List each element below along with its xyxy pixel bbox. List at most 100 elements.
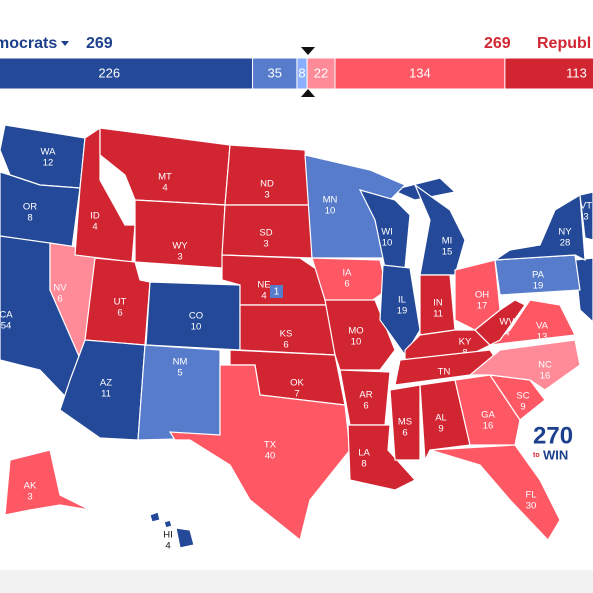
state-votes: 19 [397, 306, 408, 317]
state-votes: 9 [520, 402, 525, 413]
state[interactable]: NM5 [137, 344, 221, 441]
state-votes: 16 [540, 371, 551, 382]
footer-band [0, 570, 593, 593]
state[interactable]: ND3 [224, 144, 311, 206]
state-shape [4, 449, 91, 516]
state[interactable]: MT4 [99, 127, 231, 206]
state-votes: 3 [264, 190, 269, 201]
state-abbr: ID [90, 211, 100, 222]
state-shape [149, 511, 195, 549]
state-abbr: PA [532, 270, 545, 281]
bar-segment[interactable] [306, 57, 336, 90]
dem-label[interactable]: mocrats [0, 35, 57, 52]
ne-district-votes: 1 [274, 287, 280, 298]
state[interactable]: KS6 [239, 304, 336, 356]
logo-win: WIN [543, 447, 568, 462]
bar-segment-label: 35 [268, 65, 282, 80]
state[interactable]: LA8 [347, 424, 416, 491]
state[interactable]: AL9 [419, 379, 471, 463]
state-abbr: VT [580, 201, 592, 212]
state-shape [579, 191, 593, 241]
state-abbr: ND [260, 179, 274, 190]
state-votes: 6 [363, 401, 368, 412]
bar-segment-label: 8 [298, 65, 305, 80]
state[interactable]: VT3 [579, 191, 593, 241]
state-votes: 4 [504, 328, 509, 339]
state-abbr: AK [24, 481, 37, 492]
state-abbr: IA [343, 268, 353, 279]
bar-segment[interactable] [0, 57, 254, 90]
state[interactable]: WV4 [474, 299, 526, 346]
state-abbr: TX [264, 440, 277, 451]
state[interactable]: WY3 [134, 199, 226, 269]
midline-marker-top [301, 47, 315, 55]
state-abbr: IN [433, 298, 443, 309]
state-abbr: MS [398, 417, 412, 428]
upper-peninsula [390, 177, 457, 201]
state-votes: 6 [402, 428, 407, 439]
state-abbr: HI [163, 530, 173, 541]
state-shape [389, 384, 421, 461]
state-shape [474, 299, 526, 346]
state-abbr: AR [359, 390, 372, 401]
state-shape [468, 339, 581, 391]
state-votes: 3 [583, 212, 588, 223]
state[interactable]: HI4 [149, 511, 195, 552]
state-votes: 6 [344, 279, 349, 290]
state-abbr: LA [358, 448, 370, 459]
dropdown-caret[interactable] [61, 41, 69, 46]
state[interactable]: IA6 [311, 257, 388, 303]
state-votes: 10 [382, 238, 393, 249]
header: mocrats 269 269 Republ [0, 35, 591, 52]
state-shape [347, 424, 416, 491]
state-votes: 4 [165, 541, 170, 552]
logo: 270 to WIN [533, 422, 573, 462]
northeast-states [574, 257, 593, 323]
midline-marker-bottom [301, 89, 315, 97]
state-abbr: TN [438, 367, 451, 378]
state-votes: 12 [43, 158, 54, 169]
state-shape [419, 379, 471, 463]
state[interactable]: SD3 [221, 204, 313, 259]
rep-label[interactable]: Republ [537, 35, 591, 52]
bar-segment[interactable] [252, 57, 298, 90]
state-abbr: FL [525, 490, 536, 501]
state-abbr: NE [257, 280, 270, 291]
state-abbr: NV [53, 283, 67, 294]
bar-segment-label: 22 [314, 65, 328, 80]
logo-number: 270 [533, 422, 573, 449]
state[interactable]: AK3 [4, 449, 91, 516]
state-abbr: WY [172, 241, 188, 252]
state-abbr: SC [516, 391, 529, 402]
state-abbr: NM [173, 357, 188, 368]
state-votes: 30 [526, 501, 537, 512]
state-abbr: CA [0, 310, 13, 321]
state-votes: 6 [117, 308, 122, 319]
state[interactable]: AR6 [339, 369, 391, 426]
vote-bar: 226 35 8 22 134 113 [0, 57, 593, 90]
state-votes: 4 [92, 222, 97, 233]
state-abbr: MI [442, 236, 453, 247]
state-votes: 15 [442, 247, 453, 258]
state[interactable]: UT6 [84, 257, 151, 346]
state-votes: 8 [27, 213, 32, 224]
bar-segment[interactable] [504, 57, 593, 90]
ne-district-box[interactable] [270, 285, 283, 298]
state-shape [429, 444, 561, 541]
state[interactable]: MS6 [389, 384, 421, 461]
